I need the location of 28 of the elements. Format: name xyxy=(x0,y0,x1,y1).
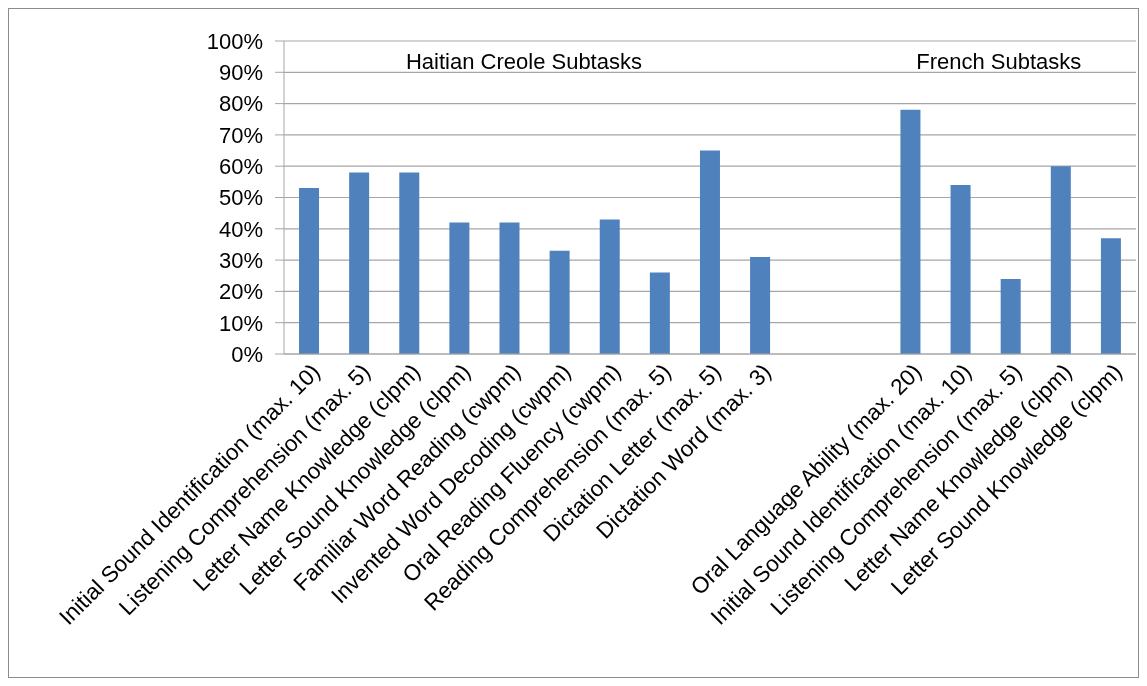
y-tick-label: 70% xyxy=(218,122,263,148)
annotation: Haitian Creole Subtasks xyxy=(405,49,642,75)
bar xyxy=(649,272,670,354)
bar xyxy=(950,184,971,354)
bar xyxy=(599,219,620,354)
bar xyxy=(499,222,520,354)
bar xyxy=(299,188,320,354)
bar xyxy=(399,172,420,354)
bar xyxy=(1000,278,1021,354)
bar xyxy=(349,172,370,354)
y-tick-label: 10% xyxy=(218,310,263,336)
y-tick-label: 30% xyxy=(218,247,263,273)
y-tick-label: 100% xyxy=(206,28,263,54)
annotation: French Subtasks xyxy=(916,49,1082,75)
bar xyxy=(549,250,570,354)
bar xyxy=(449,222,470,354)
y-tick-label: 80% xyxy=(218,91,263,117)
bar xyxy=(1100,238,1121,354)
y-tick-label: 90% xyxy=(218,60,263,86)
y-tick-label: 60% xyxy=(218,154,263,180)
y-tick-label: 40% xyxy=(218,216,263,242)
bar xyxy=(699,150,720,354)
bar xyxy=(900,109,921,354)
bar xyxy=(750,256,771,354)
y-tick-label: 50% xyxy=(218,185,263,211)
y-tick-label: 0% xyxy=(231,341,263,367)
bar xyxy=(1050,166,1071,354)
y-tick-label: 20% xyxy=(218,279,263,305)
